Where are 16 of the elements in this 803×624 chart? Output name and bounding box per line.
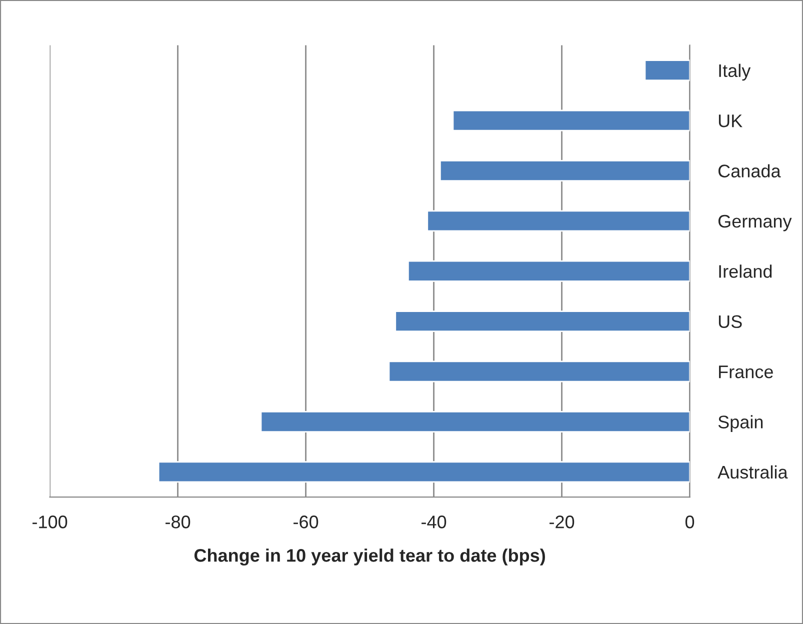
x-tick-label: 0 bbox=[685, 516, 694, 528]
x-tick-label: -20 bbox=[550, 516, 574, 528]
x-tick-label: -80 bbox=[166, 516, 190, 528]
x-tick-label: -40 bbox=[422, 516, 446, 528]
x-tick-label: -60 bbox=[294, 516, 318, 528]
y-tick-label: Australia bbox=[718, 465, 788, 479]
y-tick-label: France bbox=[719, 366, 773, 378]
y-tick-label: Italy bbox=[719, 64, 751, 81]
y-tick-label: UK bbox=[718, 114, 742, 128]
x-axis-title: Change in 10 year yield tear to date (bps) bbox=[194, 548, 545, 566]
y-tick-label: Ireland bbox=[719, 264, 772, 278]
x-tick-label: -100 bbox=[32, 516, 68, 528]
y-tick-label: Spain bbox=[718, 415, 763, 432]
y-tick-label: Canada bbox=[718, 164, 781, 178]
y-tick-label: US bbox=[718, 315, 742, 328]
y-tick-label: Germany bbox=[718, 214, 792, 232]
